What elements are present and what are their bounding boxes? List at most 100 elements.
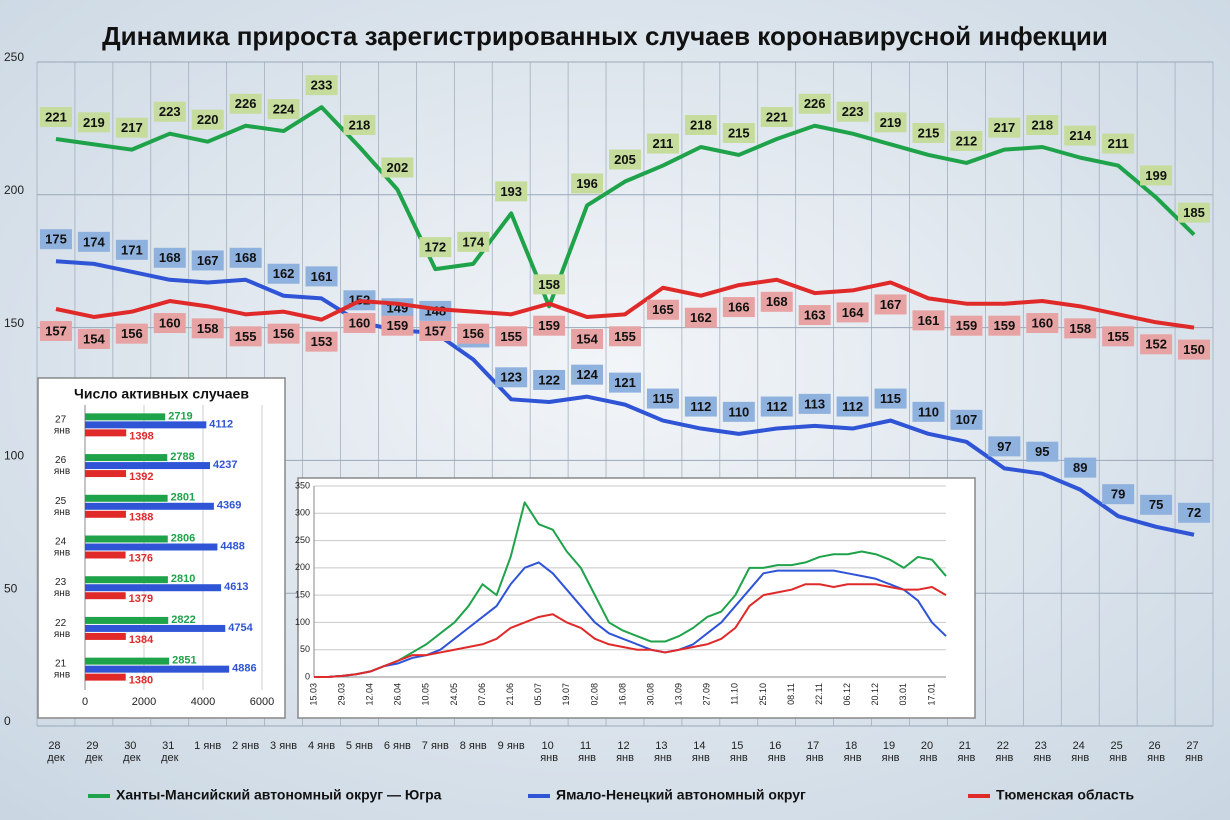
value-label: 217: [994, 120, 1016, 135]
value-label: 168: [235, 250, 257, 265]
value-label: 164: [842, 305, 864, 320]
value-label: 72: [1187, 505, 1201, 520]
value-label: 160: [1031, 315, 1053, 330]
legend-label: Тюменская область: [996, 787, 1135, 803]
y-tick-label: 100: [295, 617, 310, 627]
value-label-box: [836, 101, 869, 122]
value-label-box: [836, 302, 869, 323]
value-label: 218: [690, 117, 712, 132]
value-label-box: [874, 112, 907, 133]
value-label-box: [798, 93, 831, 114]
value-label-box: [533, 274, 566, 295]
x-tick-label: 2000: [132, 696, 156, 708]
x-tick-label: 08.11: [786, 683, 796, 705]
y-tick-label: 150: [4, 316, 24, 330]
x-tick-label: 13.09: [674, 683, 684, 706]
value-label: 233: [311, 78, 333, 93]
x-tick-label: 26 янв: [54, 455, 70, 477]
value-label: 112: [766, 399, 787, 414]
y-tick-label: 50: [300, 644, 310, 654]
value-label-box: [1026, 114, 1059, 135]
y-tick-label: 0: [305, 671, 310, 681]
series-line: [55, 259, 1195, 537]
value-label: 217: [121, 120, 143, 135]
value-label-box: [798, 305, 831, 326]
value-label: 218: [1031, 117, 1053, 132]
legend-label: Ханты-Мансийский автономный округ — Югра: [116, 787, 442, 803]
x-tick-label: 0: [82, 696, 88, 708]
y-tick-label: 200: [295, 562, 310, 572]
x-tick-label: 17.01: [926, 683, 936, 706]
value-label: 226: [804, 96, 826, 111]
value-label-box: [836, 396, 869, 417]
value-label: 158: [197, 321, 219, 336]
value-label: 158: [538, 277, 560, 292]
value-label: 112: [842, 399, 863, 414]
value-label-box: [191, 250, 224, 271]
value-label-box: [381, 315, 414, 336]
value-label-box: [419, 237, 452, 258]
x-tick-label: 28 дек: [47, 740, 65, 764]
value-label-box: [950, 315, 983, 336]
value-label: 212: [956, 133, 978, 148]
value-label: 2851: [172, 655, 196, 667]
value-label: 167: [880, 297, 902, 312]
value-label: 113: [804, 396, 825, 411]
value-label: 110: [728, 404, 749, 419]
value-label-box: [1102, 326, 1135, 347]
value-label-box: [39, 321, 72, 342]
value-label-box: [533, 315, 566, 336]
value-label: 154: [83, 331, 105, 346]
value-label: 2806: [171, 532, 195, 544]
value-label: 154: [576, 331, 598, 346]
value-label: 159: [956, 318, 978, 333]
value-label: 215: [918, 125, 940, 140]
x-tick-label: 17 янв: [806, 740, 824, 764]
value-label-box: [267, 263, 300, 284]
value-label: 211: [1108, 136, 1129, 151]
y-tick-label: 50: [4, 581, 18, 595]
value-label: 155: [614, 329, 636, 344]
value-label-box: [115, 239, 148, 260]
y-tick-label: 300: [295, 508, 310, 518]
x-tick-label: 21 янв: [957, 740, 975, 764]
bar: [85, 413, 166, 421]
value-label-box: [1102, 484, 1135, 505]
x-tick-label: 22 янв: [995, 740, 1013, 764]
value-label: 2801: [171, 492, 195, 504]
value-label: 107: [956, 412, 978, 427]
value-label-box: [191, 318, 224, 339]
value-label: 161: [918, 313, 940, 328]
x-tick-label: 6 янв: [384, 740, 411, 752]
y-tick-label: 250: [295, 535, 310, 545]
value-label: 122: [538, 372, 560, 387]
value-label-box: [343, 114, 376, 135]
x-tick-label: 29 дек: [85, 740, 103, 764]
bar: [85, 494, 168, 502]
value-label-box: [950, 409, 983, 430]
value-label: 2810: [171, 573, 195, 585]
inset-title: Число активных случаев: [74, 386, 249, 402]
value-label: 2822: [171, 614, 195, 626]
value-label: 162: [273, 266, 295, 281]
value-label: 4886: [232, 663, 256, 675]
value-label: 166: [728, 300, 750, 315]
bar: [85, 470, 127, 478]
value-label-box: [722, 297, 755, 318]
series-line: [55, 277, 1195, 330]
value-label-box: [229, 247, 262, 268]
value-label-box: [153, 313, 186, 334]
value-label: 4112: [209, 418, 233, 430]
value-label: 4613: [224, 581, 248, 593]
x-tick-label: 26 янв: [1147, 740, 1165, 764]
value-label-box: [457, 323, 490, 344]
series-line: [55, 105, 1196, 309]
value-label-box: [1102, 133, 1135, 154]
value-label-box: [646, 299, 679, 320]
value-label-box: [609, 149, 641, 170]
bar: [85, 624, 226, 632]
value-label-box: [760, 396, 793, 417]
x-tick-label: 26.04: [393, 683, 403, 706]
value-label: 172: [424, 240, 446, 255]
